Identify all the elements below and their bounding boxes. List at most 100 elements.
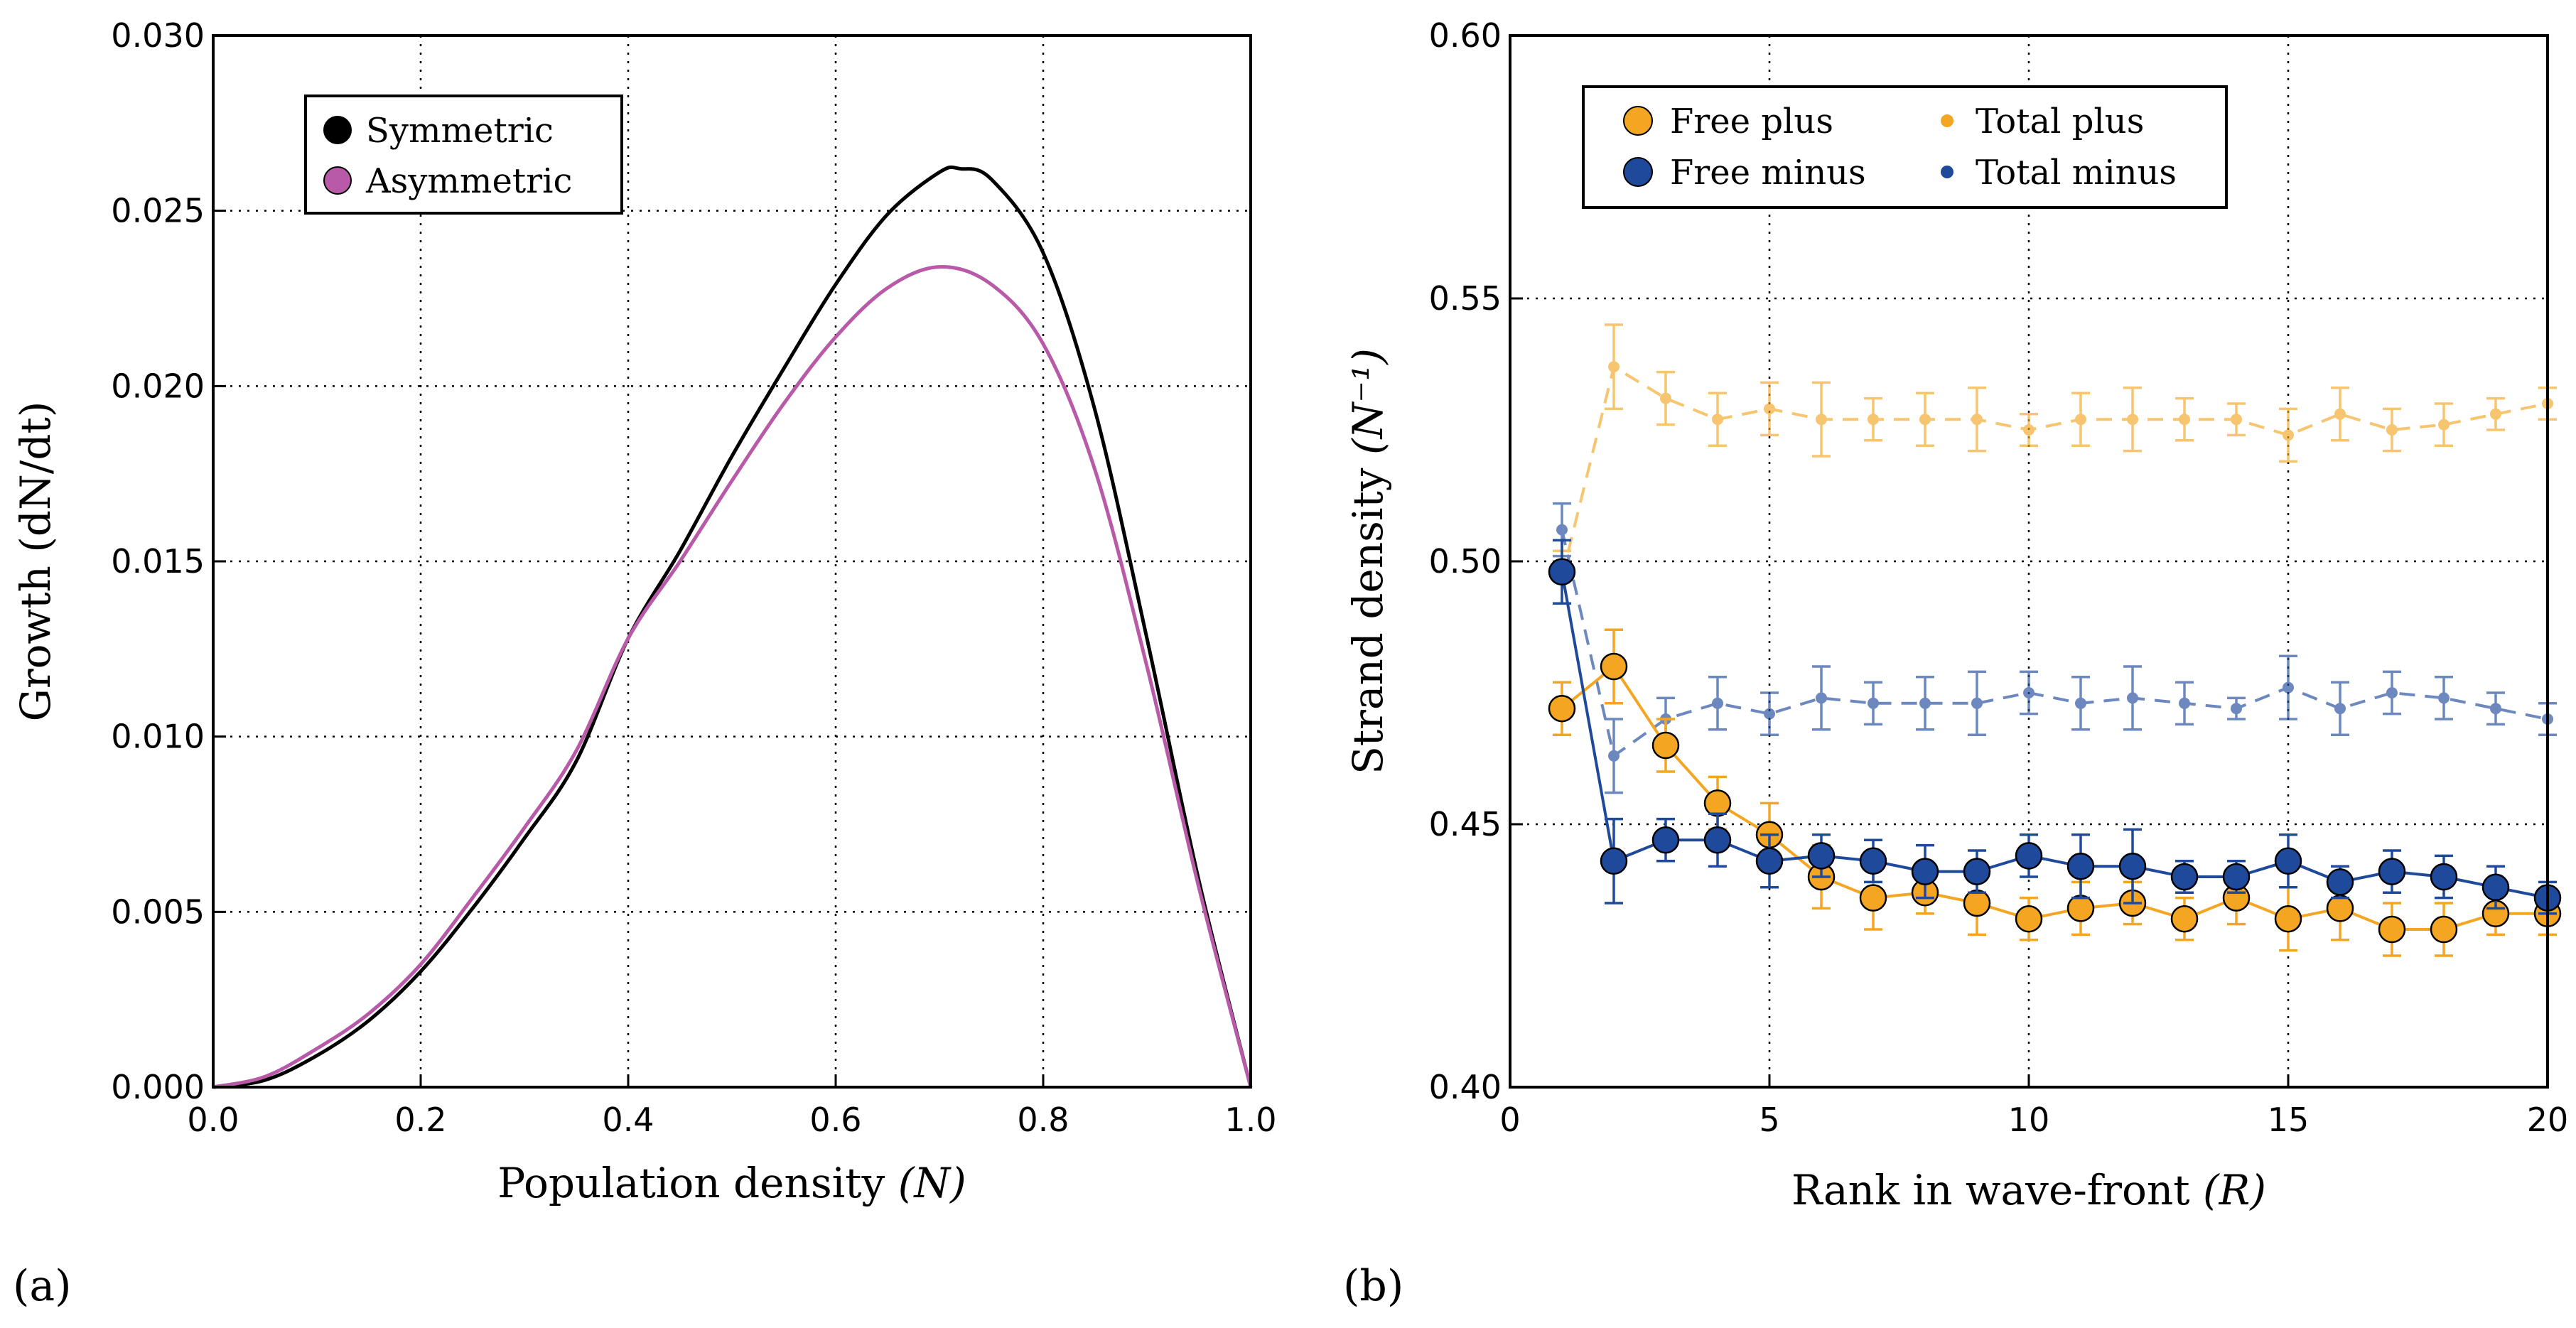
point-total-minus bbox=[2490, 703, 2501, 715]
panel-a-y-tick-label: 0.015 bbox=[111, 542, 205, 581]
series-total-plus bbox=[1553, 323, 2557, 605]
point-total-minus bbox=[2334, 703, 2346, 715]
point-total-plus bbox=[1660, 392, 1671, 404]
point-total-minus bbox=[1712, 697, 1723, 709]
point-total-minus bbox=[1868, 697, 1879, 709]
curve-symmetric bbox=[212, 165, 1253, 1089]
panel-a-legend: Symmetric Asymmetric bbox=[304, 95, 623, 215]
point-free-plus bbox=[2015, 905, 2043, 933]
point-free-plus bbox=[2430, 915, 2458, 944]
panel-a-y-axis-label: Growth (dN/dt) bbox=[11, 401, 60, 722]
point-total-minus bbox=[1556, 524, 1568, 536]
point-free-minus bbox=[1859, 847, 1887, 875]
point-free-plus bbox=[1600, 652, 1628, 681]
point-total-plus bbox=[1608, 361, 1620, 373]
panel-a-x-tick-label: 0.6 bbox=[809, 1101, 861, 1139]
point-free-minus bbox=[1600, 847, 1628, 875]
point-free-minus bbox=[2170, 863, 2199, 891]
panel-b-x-tick-label: 0 bbox=[1499, 1101, 1520, 1139]
point-total-minus bbox=[2283, 681, 2294, 693]
point-total-plus bbox=[1868, 414, 1879, 426]
point-total-plus bbox=[2023, 424, 2035, 436]
point-free-plus bbox=[1548, 694, 1576, 723]
point-free-minus bbox=[2222, 863, 2251, 891]
point-free-minus bbox=[2118, 852, 2147, 880]
panel-a-y-tick-label: 0.025 bbox=[111, 192, 205, 230]
point-total-plus bbox=[1764, 403, 1775, 415]
panel-b-y-tick-label: 0.50 bbox=[1429, 542, 1502, 581]
legend-label-symmetric: Symmetric bbox=[366, 111, 554, 151]
legend-label-free-plus: Free plus bbox=[1670, 102, 1833, 141]
point-total-minus bbox=[1919, 697, 1931, 709]
panel-b-x-axis-label: Rank in wave-front (R) bbox=[1791, 1166, 2266, 1214]
point-total-minus bbox=[2179, 697, 2190, 709]
point-free-minus bbox=[1807, 842, 1836, 870]
panel-a-y-ticks: 0.000 0.005 0.010 0.015 0.020 0.025 0.030 bbox=[111, 16, 226, 1106]
panel-b-y-ticks: 0.40 0.45 0.50 0.55 0.60 bbox=[1429, 16, 1523, 1106]
panel-a-label: (a) bbox=[13, 1261, 72, 1311]
panel-b-x-ticks: 0 5 10 15 20 bbox=[1499, 1074, 2568, 1139]
panel-a-chart: 0.0 0.2 0.4 0.6 0.8 1.0 0.0000.0050.0100.0150… bbox=[11, 16, 1277, 1311]
panel-b-y-tick-label: 0.60 bbox=[1429, 16, 1502, 55]
series-total-minus bbox=[1553, 502, 2557, 794]
panel-b-label: (b) bbox=[1343, 1261, 1403, 1311]
panel-b-legend: Free plus Free minus Total plus Total mi… bbox=[1582, 85, 2228, 209]
point-total-plus bbox=[2438, 419, 2450, 431]
legend-marker-symmetric bbox=[323, 116, 352, 144]
legend-marker-free-minus bbox=[1623, 157, 1653, 187]
point-free-minus bbox=[2274, 847, 2302, 875]
point-total-plus bbox=[2490, 408, 2501, 420]
point-total-minus bbox=[2438, 692, 2450, 704]
point-free-plus bbox=[1859, 884, 1887, 912]
point-free-minus bbox=[1911, 858, 1939, 885]
line-total-minus bbox=[1561, 529, 2548, 759]
panel-a-legend-box bbox=[304, 95, 623, 215]
point-free-minus bbox=[2481, 873, 2510, 902]
panel-b-series bbox=[1548, 323, 2562, 957]
point-total-minus bbox=[1764, 708, 1775, 720]
series-free-minus bbox=[1548, 539, 2562, 915]
point-total-plus bbox=[2386, 424, 2398, 436]
point-total-plus bbox=[2179, 414, 2190, 426]
panel-b-y-tick-label: 0.45 bbox=[1429, 805, 1502, 843]
point-free-minus bbox=[2378, 858, 2406, 885]
point-total-minus bbox=[1971, 697, 1983, 709]
panel-a-y-tick-label: 0.010 bbox=[111, 718, 205, 756]
panel-b-x-tick-label: 20 bbox=[2527, 1101, 2569, 1139]
point-total-plus bbox=[1971, 414, 1983, 426]
panel-b-y-axis-label: Strand density (N⁻¹) bbox=[1344, 348, 1392, 774]
point-total-plus bbox=[2283, 429, 2294, 441]
panel-b-x-tick-label: 5 bbox=[1759, 1101, 1779, 1139]
point-free-plus bbox=[2274, 905, 2302, 933]
panel-b-y-tick-label: 0.55 bbox=[1429, 279, 1502, 318]
panel-a-x-tick-label: 0.2 bbox=[394, 1101, 446, 1139]
legend-marker-total-plus bbox=[1941, 114, 1953, 127]
legend-label-free-minus: Free minus bbox=[1670, 153, 1866, 193]
panel-b-x-tick-label: 15 bbox=[2268, 1101, 2310, 1139]
legend-marker-total-minus bbox=[1941, 166, 1953, 178]
point-total-plus bbox=[2334, 408, 2346, 420]
point-free-minus bbox=[2430, 863, 2458, 891]
panel-a-x-tick-label: 0.0 bbox=[187, 1101, 239, 1139]
point-total-minus bbox=[2075, 697, 2086, 709]
legend-label-total-minus: Total minus bbox=[1976, 153, 2177, 193]
point-total-minus bbox=[2231, 703, 2242, 715]
point-free-plus bbox=[1651, 731, 1680, 760]
point-total-plus bbox=[1919, 414, 1931, 426]
legend-marker-free-plus bbox=[1623, 106, 1653, 136]
panel-b-chart: 0 5 10 15 20 0.40 0.45 0.50 0.55 0.60 Rank in wa… bbox=[1343, 16, 2568, 1311]
point-free-plus bbox=[2378, 915, 2406, 944]
point-total-minus bbox=[2386, 687, 2398, 698]
panel-a-x-ticks: 0.0 0.2 0.4 0.6 0.8 1.0 bbox=[187, 1074, 1277, 1139]
point-free-minus bbox=[2015, 842, 2043, 870]
legend-label-asymmetric: Asymmetric bbox=[365, 161, 572, 201]
point-total-minus bbox=[1816, 692, 1827, 704]
point-total-minus bbox=[1608, 750, 1620, 762]
panel-a-x-tick-label: 1.0 bbox=[1224, 1101, 1276, 1139]
line-total-plus bbox=[1561, 365, 2548, 578]
series-free-plus bbox=[1548, 628, 2562, 957]
point-free-minus bbox=[2326, 868, 2354, 896]
panel-a-y-tick-label: 0.005 bbox=[111, 892, 205, 931]
point-free-plus bbox=[1703, 789, 1732, 817]
